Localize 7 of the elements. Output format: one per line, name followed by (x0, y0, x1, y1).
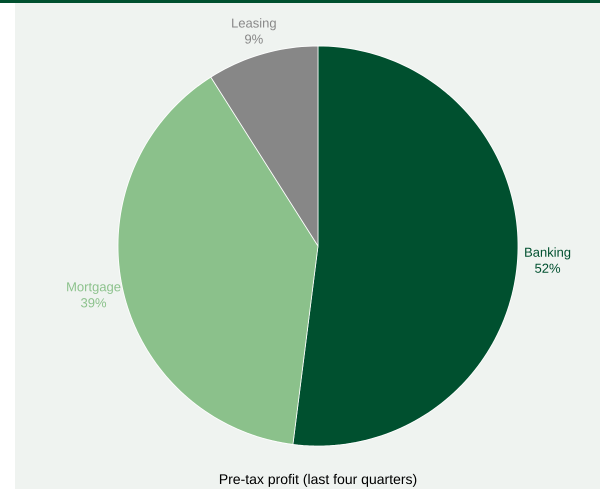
text: Pre-tax profit (last four quarters) (220, 474, 416, 487)
data-label: 52% (535, 264, 560, 273)
slice-label: Mortgage (67, 282, 120, 294)
data-label: 39% (81, 298, 106, 308)
slice-label: Leasing (232, 18, 276, 30)
slice-label: Banking (525, 247, 570, 260)
data-label: 9% (245, 34, 263, 44)
